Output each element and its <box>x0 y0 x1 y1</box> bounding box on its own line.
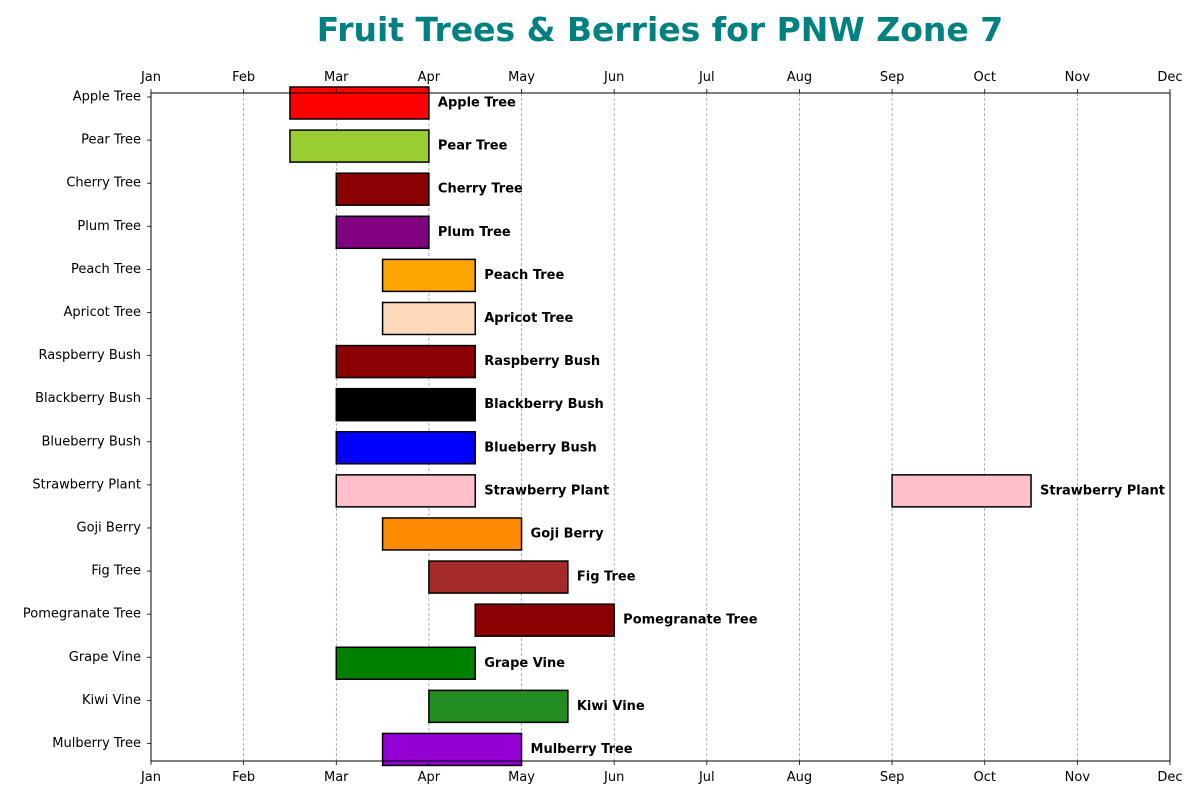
bar-label: Pomegranate Tree <box>623 613 758 628</box>
bar <box>891 474 1032 508</box>
x-tick-label-bottom: Jun <box>603 770 624 785</box>
bar <box>289 129 430 163</box>
y-tick-label: Pomegranate Tree <box>23 607 141 622</box>
grid <box>150 93 1171 761</box>
bar <box>335 172 430 206</box>
bar-label: Blueberry Bush <box>484 440 597 455</box>
y-tick-label: Plum Tree <box>77 219 141 234</box>
bar-label: Raspberry Bush <box>484 354 600 369</box>
bar <box>474 603 615 637</box>
x-tick-label-bottom: Mar <box>324 770 349 785</box>
bar-label: Apple Tree <box>438 96 516 111</box>
bar <box>381 517 523 551</box>
y-tick-label: Raspberry Bush <box>39 348 141 363</box>
x-tick-label-top: Oct <box>973 70 995 85</box>
bar-label: Kiwi Vine <box>577 699 645 714</box>
x-tick-label-top: Dec <box>1157 70 1182 85</box>
x-tick-label-bottom: Oct <box>973 770 995 785</box>
x-tick-label-top: Nov <box>1065 70 1091 85</box>
bar-label: Goji Berry <box>531 526 605 541</box>
x-tick-label-top: Apr <box>418 70 441 85</box>
bar-label: Pear Tree <box>438 139 508 154</box>
bar-labels: Apple Tree Pear Tree Cherry Tree Plum Tree P… <box>438 96 1165 757</box>
bar <box>335 431 476 465</box>
y-tick-label: Blueberry Bush <box>42 434 141 449</box>
bar <box>335 215 430 250</box>
y-tick-label: Blackberry Bush <box>35 391 141 406</box>
bar <box>428 689 569 724</box>
y-tick-label: Peach Tree <box>71 262 141 277</box>
y-tick-label: Pear Tree <box>81 133 141 148</box>
y-tick-label: Grape Vine <box>69 650 141 665</box>
bar-label: Peach Tree <box>484 268 564 283</box>
axes: Jan Jan Feb Feb Mar Mar Apr Apr May May Jun Jun Jul J… <box>23 70 1183 785</box>
plot-frame <box>150 92 1171 762</box>
bars <box>289 86 1032 767</box>
bar-label: Mulberry Tree <box>531 742 633 757</box>
bar-label: Fig Tree <box>577 570 636 585</box>
y-tick-label: Strawberry Plant <box>32 477 141 492</box>
bar <box>335 646 476 681</box>
bar-label: Apricot Tree <box>484 311 573 326</box>
y-tick-label: Apple Tree <box>73 90 141 105</box>
bar-label: Strawberry Plant <box>1040 483 1165 498</box>
chart-title: Fruit Trees & Berries for PNW Zone 7 <box>317 10 1003 49</box>
x-tick-label-top: Mar <box>324 70 349 85</box>
y-tick-label: Goji Berry <box>77 520 142 535</box>
x-tick-label-top: Jun <box>603 70 624 85</box>
bar <box>381 732 523 767</box>
x-tick-label-top: May <box>508 70 535 85</box>
x-tick-label-bottom: Apr <box>418 770 441 785</box>
x-tick-label-bottom: Aug <box>787 770 812 785</box>
bar <box>381 258 476 293</box>
x-tick-label-bottom: Dec <box>1157 770 1182 785</box>
y-tick-label: Apricot Tree <box>63 305 141 320</box>
bar-label: Grape Vine <box>484 656 565 671</box>
bar <box>381 301 476 336</box>
x-tick-label-top: Feb <box>232 70 255 85</box>
bar-label: Blackberry Bush <box>484 397 604 412</box>
x-tick-label-bottom: May <box>508 770 535 785</box>
x-tick-label-top: Sep <box>880 70 905 85</box>
bar-label: Strawberry Plant <box>484 483 609 498</box>
x-tick-label-bottom: Feb <box>232 770 255 785</box>
y-tick-label: Mulberry Tree <box>52 736 141 751</box>
bar-label: Cherry Tree <box>438 182 523 197</box>
y-tick-label: Cherry Tree <box>66 176 141 191</box>
bar <box>335 474 476 508</box>
x-tick-label-bottom: Nov <box>1065 770 1091 785</box>
bar <box>335 387 476 422</box>
bar <box>428 560 569 594</box>
y-tick-label: Kiwi Vine <box>82 693 141 708</box>
bar <box>289 86 430 120</box>
bar <box>335 344 476 379</box>
x-tick-label-top: Jul <box>698 70 715 85</box>
bar-label: Plum Tree <box>438 225 511 240</box>
x-tick-label-top: Jan <box>140 70 161 85</box>
x-tick-label-bottom: Sep <box>880 770 905 785</box>
x-tick-label-top: Aug <box>787 70 812 85</box>
y-tick-label: Fig Tree <box>91 564 141 579</box>
x-tick-label-bottom: Jan <box>140 770 161 785</box>
x-tick-label-bottom: Jul <box>698 770 715 785</box>
